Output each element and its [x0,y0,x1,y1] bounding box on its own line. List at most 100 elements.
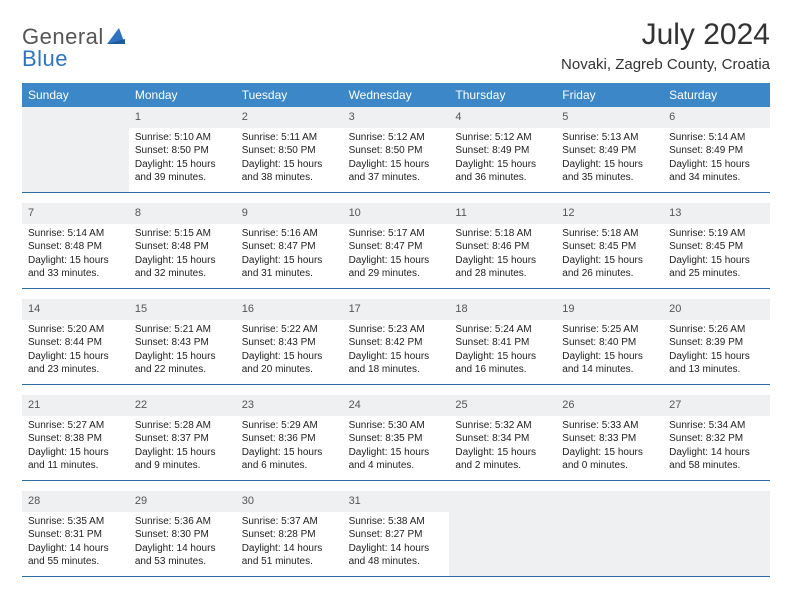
day-detail-line: Sunset: 8:43 PM [242,336,337,350]
day-detail-line: Sunrise: 5:15 AM [135,227,230,241]
calendar-cell: 17Sunrise: 5:23 AMSunset: 8:42 PMDayligh… [343,299,450,385]
day-detail: Sunrise: 5:22 AMSunset: 8:43 PMDaylight:… [236,320,343,383]
day-detail-line: Sunset: 8:31 PM [28,528,123,542]
day-number: 11 [449,203,556,224]
day-detail-line: Sunset: 8:30 PM [135,528,230,542]
calendar-cell [556,491,663,577]
day-detail: Sunrise: 5:35 AMSunset: 8:31 PMDaylight:… [22,512,129,575]
day-detail-line: Daylight: 15 hours and 16 minutes. [455,350,550,377]
day-detail-line: Daylight: 15 hours and 9 minutes. [135,446,230,473]
day-detail-line: Sunrise: 5:26 AM [669,323,764,337]
calendar-cell: 8Sunrise: 5:15 AMSunset: 8:48 PMDaylight… [129,203,236,289]
calendar-cell: 15Sunrise: 5:21 AMSunset: 8:43 PMDayligh… [129,299,236,385]
day-detail-line: Sunset: 8:50 PM [242,144,337,158]
day-detail: Sunrise: 5:36 AMSunset: 8:30 PMDaylight:… [129,512,236,575]
day-detail-line: Daylight: 15 hours and 29 minutes. [349,254,444,281]
calendar-cell: 13Sunrise: 5:19 AMSunset: 8:45 PMDayligh… [663,203,770,289]
day-number: 23 [236,395,343,416]
day-detail-line: Daylight: 14 hours and 53 minutes. [135,542,230,569]
page-title: July 2024 [561,18,770,52]
day-number: 1 [129,107,236,128]
day-detail: Sunrise: 5:13 AMSunset: 8:49 PMDaylight:… [556,128,663,191]
day-detail: Sunrise: 5:37 AMSunset: 8:28 PMDaylight:… [236,512,343,575]
calendar-cell: 14Sunrise: 5:20 AMSunset: 8:44 PMDayligh… [22,299,129,385]
calendar-cell [663,491,770,577]
calendar-cell: 10Sunrise: 5:17 AMSunset: 8:47 PMDayligh… [343,203,450,289]
day-number: 6 [663,107,770,128]
day-detail: Sunrise: 5:10 AMSunset: 8:50 PMDaylight:… [129,128,236,191]
day-detail: Sunrise: 5:14 AMSunset: 8:49 PMDaylight:… [663,128,770,191]
day-detail-line: Daylight: 14 hours and 48 minutes. [349,542,444,569]
day-detail: Sunrise: 5:14 AMSunset: 8:48 PMDaylight:… [22,224,129,287]
calendar-cell: 20Sunrise: 5:26 AMSunset: 8:39 PMDayligh… [663,299,770,385]
day-number: 4 [449,107,556,128]
day-number: 21 [22,395,129,416]
day-detail-line: Sunrise: 5:24 AM [455,323,550,337]
calendar-cell: 2 Sunrise: 5:11 AMSunset: 8:50 PMDaylight… [236,107,343,193]
day-detail: Sunrise: 5:33 AMSunset: 8:33 PMDaylight:… [556,416,663,479]
day-number: 29 [129,491,236,512]
day-detail: Sunrise: 5:18 AMSunset: 8:45 PMDaylight:… [556,224,663,287]
day-detail-line: Daylight: 15 hours and 25 minutes. [669,254,764,281]
day-detail: Sunrise: 5:19 AMSunset: 8:45 PMDaylight:… [663,224,770,287]
day-detail: Sunrise: 5:25 AMSunset: 8:40 PMDaylight:… [556,320,663,383]
calendar-body: 1Sunrise: 5:10 AMSunset: 8:50 PMDaylight… [22,107,770,577]
day-detail-line: Daylight: 15 hours and 11 minutes. [28,446,123,473]
day-detail: Sunrise: 5:21 AMSunset: 8:43 PMDaylight:… [129,320,236,383]
calendar-cell: 18Sunrise: 5:24 AMSunset: 8:41 PMDayligh… [449,299,556,385]
day-detail: Sunrise: 5:12 AMSunset: 8:49 PMDaylight:… [449,128,556,191]
day-number: 19 [556,299,663,320]
day-number: 26 [556,395,663,416]
day-detail-line: Sunset: 8:45 PM [669,240,764,254]
row-spacer [22,385,770,395]
day-detail: Sunrise: 5:30 AMSunset: 8:35 PMDaylight:… [343,416,450,479]
day-detail-line: Sunrise: 5:12 AM [349,131,444,145]
day-number: 8 [129,203,236,224]
day-detail-line: Sunrise: 5:25 AM [562,323,657,337]
day-detail-line: Daylight: 14 hours and 55 minutes. [28,542,123,569]
weekday-header: Wednesday [343,83,450,107]
day-detail: Sunrise: 5:34 AMSunset: 8:32 PMDaylight:… [663,416,770,479]
day-detail-line: Sunrise: 5:23 AM [349,323,444,337]
day-detail-line: Sunset: 8:37 PM [135,432,230,446]
day-detail: Sunrise: 5:15 AMSunset: 8:48 PMDaylight:… [129,224,236,287]
day-number: 28 [22,491,129,512]
calendar-cell: 9Sunrise: 5:16 AMSunset: 8:47 PMDaylight… [236,203,343,289]
row-spacer [22,193,770,203]
day-detail-line: Sunrise: 5:20 AM [28,323,123,337]
day-detail-line: Sunrise: 5:11 AM [242,131,337,145]
day-detail: Sunrise: 5:26 AMSunset: 8:39 PMDaylight:… [663,320,770,383]
day-detail-line: Daylight: 15 hours and 4 minutes. [349,446,444,473]
day-detail-line: Daylight: 15 hours and 34 minutes. [669,158,764,185]
calendar-cell: 30Sunrise: 5:37 AMSunset: 8:28 PMDayligh… [236,491,343,577]
day-detail-line: Sunrise: 5:18 AM [455,227,550,241]
calendar-cell [22,107,129,193]
weekday-header: Saturday [663,83,770,107]
day-detail-line: Sunrise: 5:34 AM [669,419,764,433]
day-detail-line: Sunrise: 5:36 AM [135,515,230,529]
day-number: 2 [236,107,343,128]
day-detail-line: Sunset: 8:48 PM [135,240,230,254]
day-number: 9 [236,203,343,224]
day-detail: Sunrise: 5:18 AMSunset: 8:46 PMDaylight:… [449,224,556,287]
day-detail-line: Daylight: 15 hours and 38 minutes. [242,158,337,185]
day-number [663,491,770,497]
day-number: 25 [449,395,556,416]
day-number [22,107,129,113]
calendar: Sunday Monday Tuesday Wednesday Thursday… [22,83,770,577]
weekday-header: Thursday [449,83,556,107]
calendar-cell: 25Sunrise: 5:32 AMSunset: 8:34 PMDayligh… [449,395,556,481]
calendar-cell: 23Sunrise: 5:29 AMSunset: 8:36 PMDayligh… [236,395,343,481]
day-detail-line: Daylight: 15 hours and 32 minutes. [135,254,230,281]
header: General Blue July 2024 Novaki, Zagreb Co… [22,18,770,73]
day-detail-line: Sunrise: 5:33 AM [562,419,657,433]
day-detail: Sunrise: 5:16 AMSunset: 8:47 PMDaylight:… [236,224,343,287]
day-detail-line: Sunset: 8:33 PM [562,432,657,446]
day-number: 12 [556,203,663,224]
day-detail-line: Sunrise: 5:30 AM [349,419,444,433]
day-number: 15 [129,299,236,320]
day-detail: Sunrise: 5:27 AMSunset: 8:38 PMDaylight:… [22,416,129,479]
day-detail-line: Sunrise: 5:17 AM [349,227,444,241]
day-detail-line: Sunset: 8:49 PM [562,144,657,158]
day-detail-line: Sunset: 8:35 PM [349,432,444,446]
